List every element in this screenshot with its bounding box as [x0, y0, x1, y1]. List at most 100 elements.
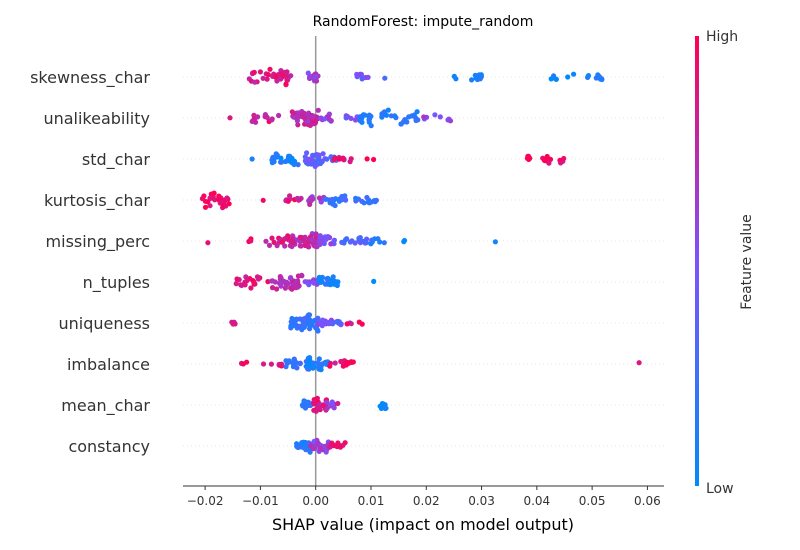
shap-point	[271, 159, 277, 165]
shap-point	[469, 77, 475, 83]
x-tick-label: 0.01	[358, 494, 385, 508]
shap-point	[295, 162, 301, 168]
shap-point	[278, 283, 284, 289]
shap-point	[492, 239, 498, 245]
shap-point	[357, 71, 363, 77]
shap-point	[283, 282, 290, 288]
shap-point	[318, 278, 324, 284]
shap-point	[328, 118, 334, 124]
shap-point	[316, 364, 322, 370]
shap-point	[307, 74, 313, 80]
shap-point	[269, 285, 276, 291]
shap-point	[301, 323, 307, 329]
shap-point	[338, 321, 344, 327]
shap-point	[205, 240, 211, 246]
shap-point	[344, 359, 351, 365]
shap-point	[593, 75, 599, 81]
shap-point	[307, 355, 313, 361]
shap-point	[304, 150, 310, 156]
shap-point	[332, 155, 338, 161]
shap-point	[551, 73, 557, 79]
shap-point	[307, 122, 313, 128]
shap-point	[282, 236, 288, 242]
shap-point	[288, 285, 294, 291]
shap-point	[312, 443, 319, 449]
shap-point	[227, 115, 233, 121]
x-tick-label: 0.03	[468, 494, 495, 508]
shap-point	[260, 75, 266, 81]
shap-point	[357, 235, 363, 241]
shap-point	[264, 114, 270, 120]
shap-point	[302, 315, 308, 321]
shap-point	[257, 69, 263, 75]
shap-point	[311, 280, 317, 286]
shap-point	[248, 238, 254, 244]
shap-point	[315, 156, 321, 162]
shap-point	[260, 197, 266, 203]
shap-point	[313, 408, 319, 414]
shap-point	[329, 196, 335, 202]
shap-point	[371, 156, 377, 163]
shap-point	[356, 319, 362, 325]
shap-point	[284, 360, 290, 366]
shap-point	[249, 118, 255, 124]
shap-point	[302, 154, 308, 160]
shap-point	[432, 112, 438, 118]
shap-point	[599, 76, 605, 83]
shap-point	[297, 196, 303, 203]
shap-point	[269, 235, 275, 241]
shap-point	[447, 118, 454, 124]
shap-point	[291, 114, 297, 120]
shap-point	[369, 237, 375, 243]
shap-point	[254, 274, 261, 280]
shap-points	[199, 66, 642, 455]
shap-point	[315, 107, 321, 113]
shap-point	[332, 202, 338, 209]
shap-point	[413, 115, 419, 121]
shap-point	[302, 234, 308, 240]
shap-point	[317, 404, 323, 410]
shap-point	[311, 161, 317, 167]
shap-point	[331, 237, 337, 243]
shap-point	[273, 73, 279, 80]
feature-label: uniqueness	[58, 314, 150, 333]
shap-point	[308, 443, 314, 449]
shap-point	[329, 440, 335, 446]
shap-point	[306, 366, 312, 372]
shap-point	[398, 121, 404, 127]
shap-point	[350, 359, 356, 365]
colorbar-title: Feature value	[739, 214, 755, 310]
feature-label: skewness_char	[30, 68, 150, 88]
x-tick-label: −0.02	[187, 494, 224, 508]
shap-point	[292, 282, 298, 288]
x-tick-label: 0.02	[413, 494, 440, 508]
shap-point	[230, 321, 236, 327]
shap-point	[352, 240, 358, 246]
shap-point	[317, 233, 323, 239]
shap-point	[364, 194, 370, 201]
shap-point	[316, 356, 322, 362]
shap-point	[260, 361, 267, 367]
shap-point	[313, 78, 320, 84]
shap-point	[202, 198, 209, 204]
shap-point	[272, 279, 278, 285]
feature-label: missing_perc	[46, 232, 150, 252]
shap-point	[282, 243, 288, 249]
shap-point	[565, 74, 571, 80]
shap-point	[332, 360, 338, 366]
shap-point	[401, 239, 407, 245]
shap-point	[348, 115, 354, 121]
shap-point	[283, 73, 289, 79]
shap-point	[302, 279, 308, 285]
shap-point	[362, 240, 368, 246]
x-tick-label: 0.00	[302, 494, 329, 508]
feature-label: constancy	[68, 437, 150, 456]
shap-point	[305, 70, 311, 76]
shap-point	[313, 231, 319, 237]
feature-label: kurtosis_char	[44, 191, 150, 211]
shap-point	[402, 117, 408, 123]
shap-point	[318, 239, 324, 245]
shap-point	[295, 114, 301, 120]
shap-point	[309, 237, 315, 243]
